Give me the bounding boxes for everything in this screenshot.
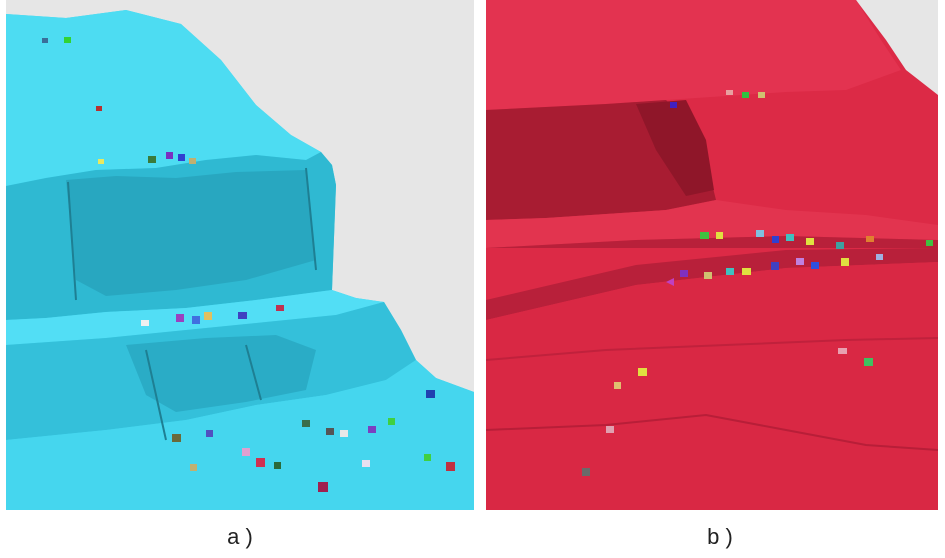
terrain-render-a (6, 0, 474, 510)
objects-b (582, 90, 933, 476)
terrain-a-svg (6, 0, 474, 510)
caption-b: b ) (707, 524, 733, 549)
terrain-b-svg (486, 0, 938, 510)
objects-a (42, 37, 455, 492)
terrain-render-b (486, 0, 938, 510)
caption-a: a ) (227, 524, 253, 549)
